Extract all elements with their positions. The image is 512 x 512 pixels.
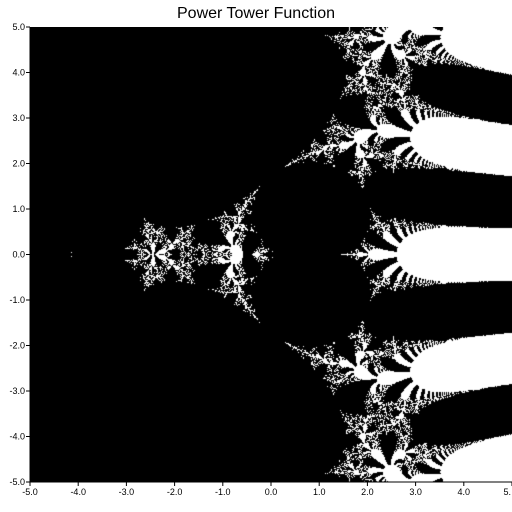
x-tick-label: -3.0 xyxy=(119,487,135,497)
x-tick-label: -5.0 xyxy=(22,487,38,497)
y-tick-label: -5.0 xyxy=(9,477,25,487)
x-tick-label: 2.0 xyxy=(361,487,374,497)
x-tick-label: 3.0 xyxy=(409,487,422,497)
x-tick-label: -1.0 xyxy=(215,487,231,497)
plot-area xyxy=(30,27,512,482)
y-tick-label: 1.0 xyxy=(12,204,25,214)
y-tick-label: -3.0 xyxy=(9,386,25,396)
x-tick-label: -2.0 xyxy=(167,487,183,497)
y-tick-label: -1.0 xyxy=(9,295,25,305)
y-tick-label: 5.0 xyxy=(12,22,25,32)
y-axis: 5.0 4.0 3.0 2.0 1.0 0.0 -1.0 -2.0 -3.0 -4.0 -5.0 xyxy=(9,22,30,487)
x-tick-label: -4.0 xyxy=(70,487,86,497)
chart-title: Power Tower Function xyxy=(177,5,335,22)
x-tick-label: 0.0 xyxy=(265,487,278,497)
y-tick-label: 3.0 xyxy=(12,113,25,123)
y-tick-label: -4.0 xyxy=(9,432,25,442)
y-tick-label: 0.0 xyxy=(12,250,25,260)
y-tick-label: 2.0 xyxy=(12,159,25,169)
x-tick-label: 1.0 xyxy=(313,487,326,497)
y-tick-label: 4.0 xyxy=(12,68,25,78)
x-axis: -5.0 -4.0 -3.0 -2.0 -1.0 0.0 1.0 2.0 3.0 4.0 5. xyxy=(22,482,512,497)
fractal-heatmap xyxy=(30,27,512,482)
y-tick-label: -2.0 xyxy=(9,341,25,351)
x-tick-label: 4.0 xyxy=(458,487,471,497)
x-tick-label: 5. xyxy=(503,487,511,497)
